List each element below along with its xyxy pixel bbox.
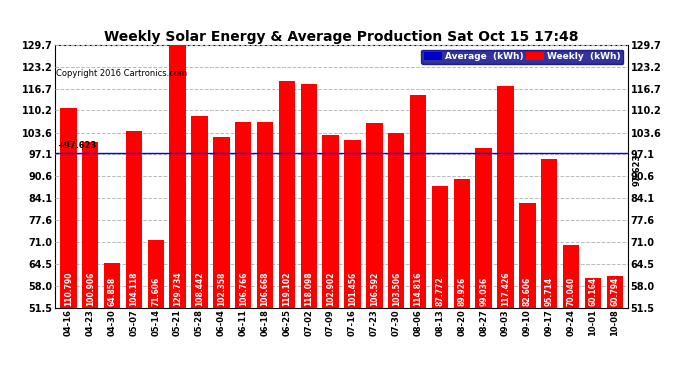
Text: 104.118: 104.118 — [130, 272, 139, 306]
Bar — [388, 133, 404, 308]
Text: 119.102: 119.102 — [282, 272, 291, 306]
Text: 108.442: 108.442 — [195, 272, 204, 306]
Bar — [432, 186, 448, 308]
Text: 110.790: 110.790 — [63, 272, 73, 306]
Text: 82.606: 82.606 — [523, 277, 532, 306]
Bar — [344, 140, 361, 308]
Bar — [170, 45, 186, 308]
Text: Copyright 2016 Cartronics.com: Copyright 2016 Cartronics.com — [56, 69, 187, 78]
Text: 117.426: 117.426 — [501, 272, 510, 306]
Legend: Average  (kWh), Weekly  (kWh): Average (kWh), Weekly (kWh) — [422, 50, 623, 64]
Text: 70.040: 70.040 — [566, 277, 575, 306]
Bar — [475, 148, 492, 308]
Bar — [410, 95, 426, 308]
Bar — [301, 84, 317, 308]
Text: 60.794: 60.794 — [610, 277, 620, 306]
Text: 102.358: 102.358 — [217, 272, 226, 306]
Bar — [519, 203, 535, 308]
Bar — [82, 142, 99, 308]
Bar — [366, 123, 382, 308]
Text: 106.668: 106.668 — [261, 272, 270, 306]
Text: 99.036: 99.036 — [479, 278, 488, 306]
Bar — [126, 131, 142, 308]
Bar — [104, 262, 120, 308]
Bar — [235, 122, 251, 308]
Text: 103.506: 103.506 — [392, 272, 401, 306]
Text: 106.766: 106.766 — [239, 272, 248, 306]
Bar — [213, 137, 230, 308]
Text: 64.858: 64.858 — [108, 277, 117, 306]
Text: 106.592: 106.592 — [370, 272, 379, 306]
Bar — [257, 122, 273, 308]
Bar — [148, 240, 164, 308]
Text: 114.816: 114.816 — [413, 272, 422, 306]
Text: 89.926: 89.926 — [457, 277, 466, 306]
Text: 95.714: 95.714 — [544, 278, 553, 306]
Text: 101.456: 101.456 — [348, 272, 357, 306]
Text: 97.623: 97.623 — [632, 154, 641, 186]
Text: 71.606: 71.606 — [151, 277, 160, 306]
Text: 102.902: 102.902 — [326, 272, 335, 306]
Text: 87.772: 87.772 — [435, 277, 444, 306]
Bar — [322, 135, 339, 308]
Bar — [584, 278, 601, 308]
Bar — [453, 178, 470, 308]
Bar — [497, 86, 513, 308]
Text: 129.734: 129.734 — [173, 272, 182, 306]
Title: Weekly Solar Energy & Average Production Sat Oct 15 17:48: Weekly Solar Energy & Average Production… — [104, 30, 579, 44]
Bar — [191, 116, 208, 308]
Bar — [279, 81, 295, 308]
Text: 118.098: 118.098 — [304, 272, 313, 306]
Bar — [541, 159, 558, 308]
Text: 60.164: 60.164 — [589, 278, 598, 306]
Bar — [60, 108, 77, 307]
Text: +97.623: +97.623 — [57, 141, 97, 150]
Bar — [607, 276, 623, 308]
Text: 100.906: 100.906 — [86, 272, 95, 306]
Bar — [563, 245, 580, 308]
